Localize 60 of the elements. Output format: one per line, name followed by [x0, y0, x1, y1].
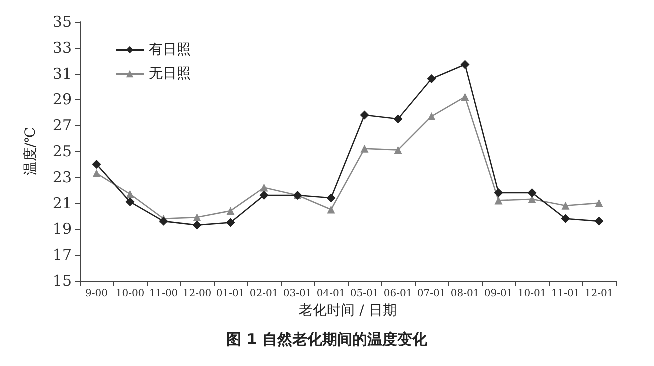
point	[126, 190, 134, 198]
x-tick-label: 9-00	[86, 288, 108, 300]
point	[192, 220, 202, 230]
x-axis-title: 老化时间 / 日期	[299, 302, 397, 319]
point	[561, 214, 570, 224]
x-tick-label: 08-01	[450, 288, 480, 300]
point	[428, 112, 436, 121]
x-tick-label: 02-01	[250, 288, 279, 300]
point	[226, 218, 236, 228]
point	[494, 196, 503, 205]
x-tick-label: 01-01	[216, 288, 246, 300]
point	[159, 216, 168, 226]
legend-label: 有日照	[149, 42, 191, 58]
x-tick-label: 04-01	[316, 288, 346, 300]
point	[494, 188, 504, 198]
y-tick-label: 33	[52, 38, 72, 57]
x-tick-label: 12-00	[182, 288, 212, 300]
point	[427, 74, 436, 84]
point	[327, 206, 336, 214]
x-tick-label: 10-00	[116, 288, 145, 300]
y-tick-label: 25	[52, 142, 72, 160]
x-tick-label: 12-01	[584, 288, 614, 300]
y-tick-label: 15	[52, 272, 72, 290]
point	[92, 160, 102, 169]
point	[360, 144, 369, 153]
y-tick-label: 17	[52, 246, 72, 264]
y-tick-label: 19	[52, 220, 72, 238]
point	[461, 93, 470, 102]
y-tick-label: 35	[52, 13, 72, 31]
x-tick-label: 07-01	[417, 288, 446, 300]
x-tick-label: 10-01	[518, 288, 547, 300]
point	[260, 191, 269, 200]
text: 图 1 自然老化期间的温度变化	[226, 330, 428, 348]
legend-label: 无日照	[149, 66, 191, 82]
y-axis-title: 温度/℃	[23, 127, 39, 176]
y-tick-label: 29	[52, 90, 72, 109]
point	[460, 60, 470, 70]
point	[394, 114, 403, 124]
x-tick-label: 11-01	[551, 288, 580, 300]
y-tick-label: 31	[52, 64, 72, 83]
point	[528, 188, 537, 198]
x-tick-label: 05-01	[350, 288, 380, 300]
point	[360, 110, 370, 120]
point	[126, 198, 135, 207]
x-tick-label: 11-00	[149, 288, 178, 300]
point	[92, 170, 101, 178]
y-tick-label: 27	[52, 116, 72, 135]
y-tick-label: 21	[52, 194, 72, 212]
point	[394, 146, 402, 154]
x-tick-label: 06-01	[384, 288, 413, 300]
point	[226, 207, 235, 216]
point	[326, 194, 336, 203]
point	[594, 216, 604, 226]
point	[193, 214, 202, 222]
x-tick-label: 09-01	[484, 288, 514, 300]
point	[595, 199, 604, 208]
point	[260, 184, 268, 192]
point	[562, 202, 570, 210]
x-tick-label: 03-01	[283, 288, 312, 300]
y-tick-label: 23	[52, 168, 72, 186]
